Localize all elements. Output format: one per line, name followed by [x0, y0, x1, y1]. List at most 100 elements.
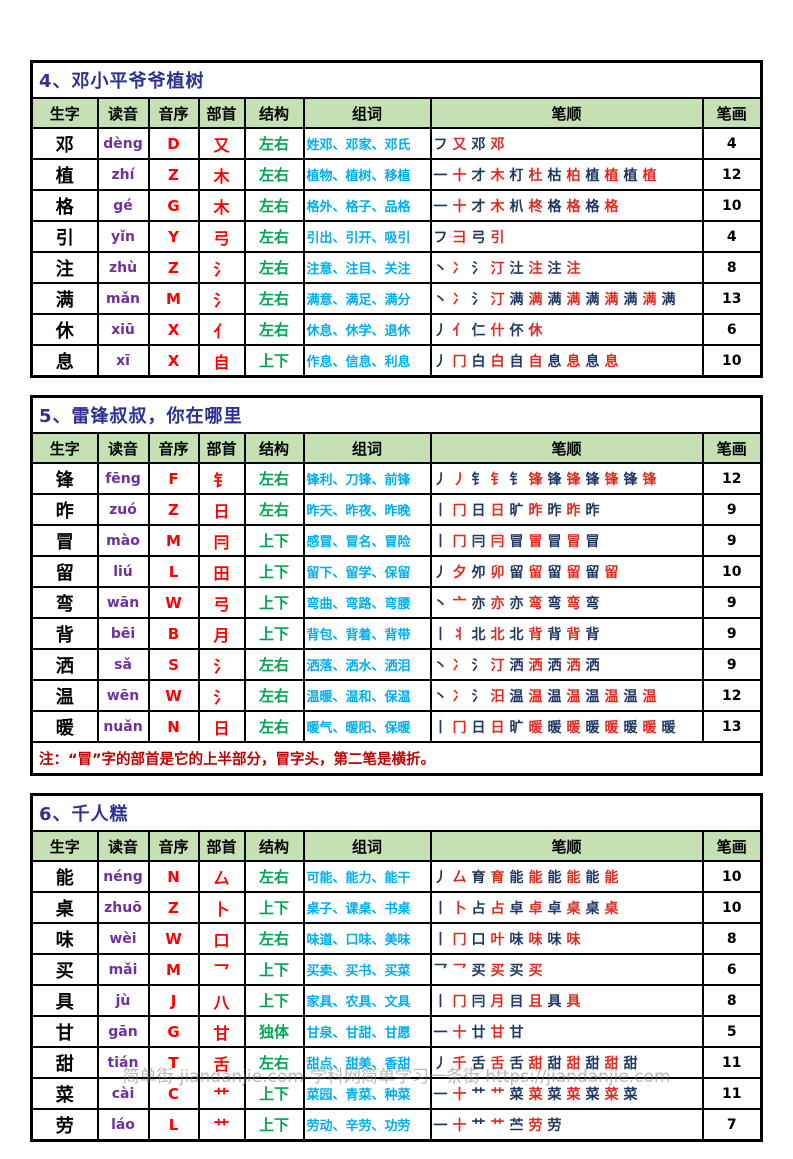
stroke-step: 弯 [528, 595, 543, 612]
column-header: 读音 [96, 432, 150, 464]
radical-cell: 月 [197, 617, 246, 650]
stroke-step: 格 [547, 198, 562, 215]
structure-cell: 左右 [243, 1046, 305, 1079]
words-cell: 弯曲、弯路、弯腰 [302, 586, 432, 619]
stroke-step: 劳 [528, 1117, 543, 1134]
hanzi-cell: 买 [30, 953, 99, 986]
stroke-order-cell: 丶冫氵汨温温温温温温温温 [429, 679, 704, 712]
stroke-step: 丨 [433, 993, 448, 1010]
column-header: 结构 [243, 432, 305, 464]
hanzi-cell: 休 [30, 313, 99, 346]
hanzi-cell: 弯 [30, 586, 99, 619]
stroke-step: 木 [490, 167, 505, 184]
stroke-step: 钅 [509, 471, 524, 488]
stroke-step: 暖 [566, 719, 581, 736]
stroke-count-cell: 9 [701, 586, 763, 619]
table-row: 温 wēn W 氵左右 温暖、温和、保温丶冫氵汨温温温温温温温温 12 [30, 679, 763, 712]
column-header: 生字 [30, 432, 99, 464]
stroke-step: 格 [566, 198, 581, 215]
alphabetical-initial-cell: Z [147, 891, 200, 924]
stroke-step: 息 [585, 353, 600, 370]
alphabetical-initial-cell: M [147, 282, 200, 315]
stroke-step: 朳 [509, 198, 524, 215]
stroke-step: 自 [509, 353, 524, 370]
stroke-step: 丶 [433, 260, 448, 277]
stroke-step: 冫 [452, 657, 467, 674]
pinyin-cell: láo [96, 1108, 150, 1142]
stroke-step: 昨 [566, 502, 581, 519]
stroke-step: 洒 [509, 657, 524, 674]
structure-cell: 左右 [243, 313, 305, 346]
stroke-step: 育 [490, 869, 505, 886]
stroke-step: 昨 [547, 502, 562, 519]
stroke-step: 能 [585, 869, 600, 886]
structure-cell: 左右 [243, 282, 305, 315]
stroke-step: 格 [604, 198, 619, 215]
column-header: 组词 [302, 830, 432, 862]
stroke-step: 引 [490, 229, 505, 246]
stroke-step: 夕 [452, 564, 467, 581]
radical-cell: 日 [197, 493, 246, 526]
stroke-step: 邓 [471, 136, 486, 153]
stroke-step: 洒 [566, 657, 581, 674]
stroke-step: 氵 [471, 291, 486, 308]
stroke-step: 月 [490, 993, 505, 1010]
radical-cell: 卜 [197, 891, 246, 924]
stroke-step: 卓 [509, 900, 524, 917]
stroke-step: 艹 [490, 1086, 505, 1103]
stroke-step: 又 [452, 136, 467, 153]
stroke-order-cell: 一十廿甘甘 [429, 1015, 704, 1048]
stroke-step: 菜 [623, 1086, 638, 1103]
hanzi-cell: 菜 [30, 1077, 99, 1110]
stroke-count-cell: 8 [701, 984, 763, 1017]
stroke-count-cell: 6 [701, 313, 763, 346]
stroke-order-cell: 丨卜占占卓卓卓桌桌桌 [429, 891, 704, 924]
alphabetical-initial-cell: X [147, 313, 200, 346]
stroke-step: 日 [490, 719, 505, 736]
structure-cell: 左右 [243, 220, 305, 253]
stroke-step: 汀 [490, 657, 505, 674]
stroke-step: 满 [509, 291, 524, 308]
radical-cell: 弓 [197, 586, 246, 619]
table-row: 昨 zuó Z 日左右 昨天、昨夜、昨晚丨冂日日旷昨昨昨昨 9 [30, 493, 763, 526]
table-row: 植 zhí Z 木左右 植物、植树、移植一十才木朾杜枯柏植植植植 12 [30, 158, 763, 191]
stroke-step: 才 [471, 167, 486, 184]
stroke-order-cell: 丿厶育育能能能能能能 [429, 860, 704, 893]
radical-cell: 艹 [197, 1108, 246, 1142]
alphabetical-initial-cell: Z [147, 493, 200, 526]
stroke-step: 千 [452, 1055, 467, 1072]
stroke-step: 日 [471, 719, 486, 736]
stroke-count-cell: 8 [701, 251, 763, 284]
words-cell: 菜园、青菜、种菜 [302, 1077, 432, 1110]
table-row: 弯 wān W 弓上下 弯曲、弯路、弯腰丶亠亦亦亦弯弯弯弯 9 [30, 586, 763, 619]
stroke-step: 丨 [433, 931, 448, 948]
stroke-order-cell: 乛乛买买买买 [429, 953, 704, 986]
stroke-step: 留 [585, 564, 600, 581]
table-row: 邓 dèng D 又左右 姓邓、邓家、邓氏フ又邓邓 4 [30, 127, 763, 160]
table-row: 引 yǐn Y 弓左右 引出、引开、吸引フ彐弓引 4 [30, 220, 763, 253]
stroke-count-cell: 9 [701, 617, 763, 650]
stroke-step: 一 [433, 167, 448, 184]
stroke-count-cell: 13 [701, 282, 763, 315]
stroke-step: 舌 [509, 1055, 524, 1072]
stroke-step: 背 [547, 626, 562, 643]
stroke-step: 暖 [547, 719, 562, 736]
stroke-step: 温 [528, 688, 543, 705]
pinyin-cell: liú [96, 555, 150, 588]
stroke-order-cell: フ又邓邓 [429, 127, 704, 160]
worksheet: 4、邓小平爷爷植树 生字 读音 音序 部首 结构 组词 笔顺 笔画邓 dèng D 又左右 姓邓、邓家、… [30, 60, 764, 1159]
alphabetical-initial-cell: W [147, 922, 200, 955]
stroke-step: 甜 [566, 1055, 581, 1072]
stroke-step: 洒 [585, 657, 600, 674]
radical-cell: 甘 [197, 1015, 246, 1048]
column-header: 音序 [147, 432, 200, 464]
stroke-step: 暖 [604, 719, 619, 736]
stroke-order-cell: 丨丬北北北背背背背 [429, 617, 704, 650]
stroke-step: フ [433, 136, 448, 153]
stroke-count-cell: 6 [701, 953, 763, 986]
stroke-step: 一 [433, 198, 448, 215]
stroke-step: 一 [433, 1086, 448, 1103]
stroke-step: 占 [490, 900, 505, 917]
stroke-step: 北 [471, 626, 486, 643]
stroke-step: フ [433, 229, 448, 246]
